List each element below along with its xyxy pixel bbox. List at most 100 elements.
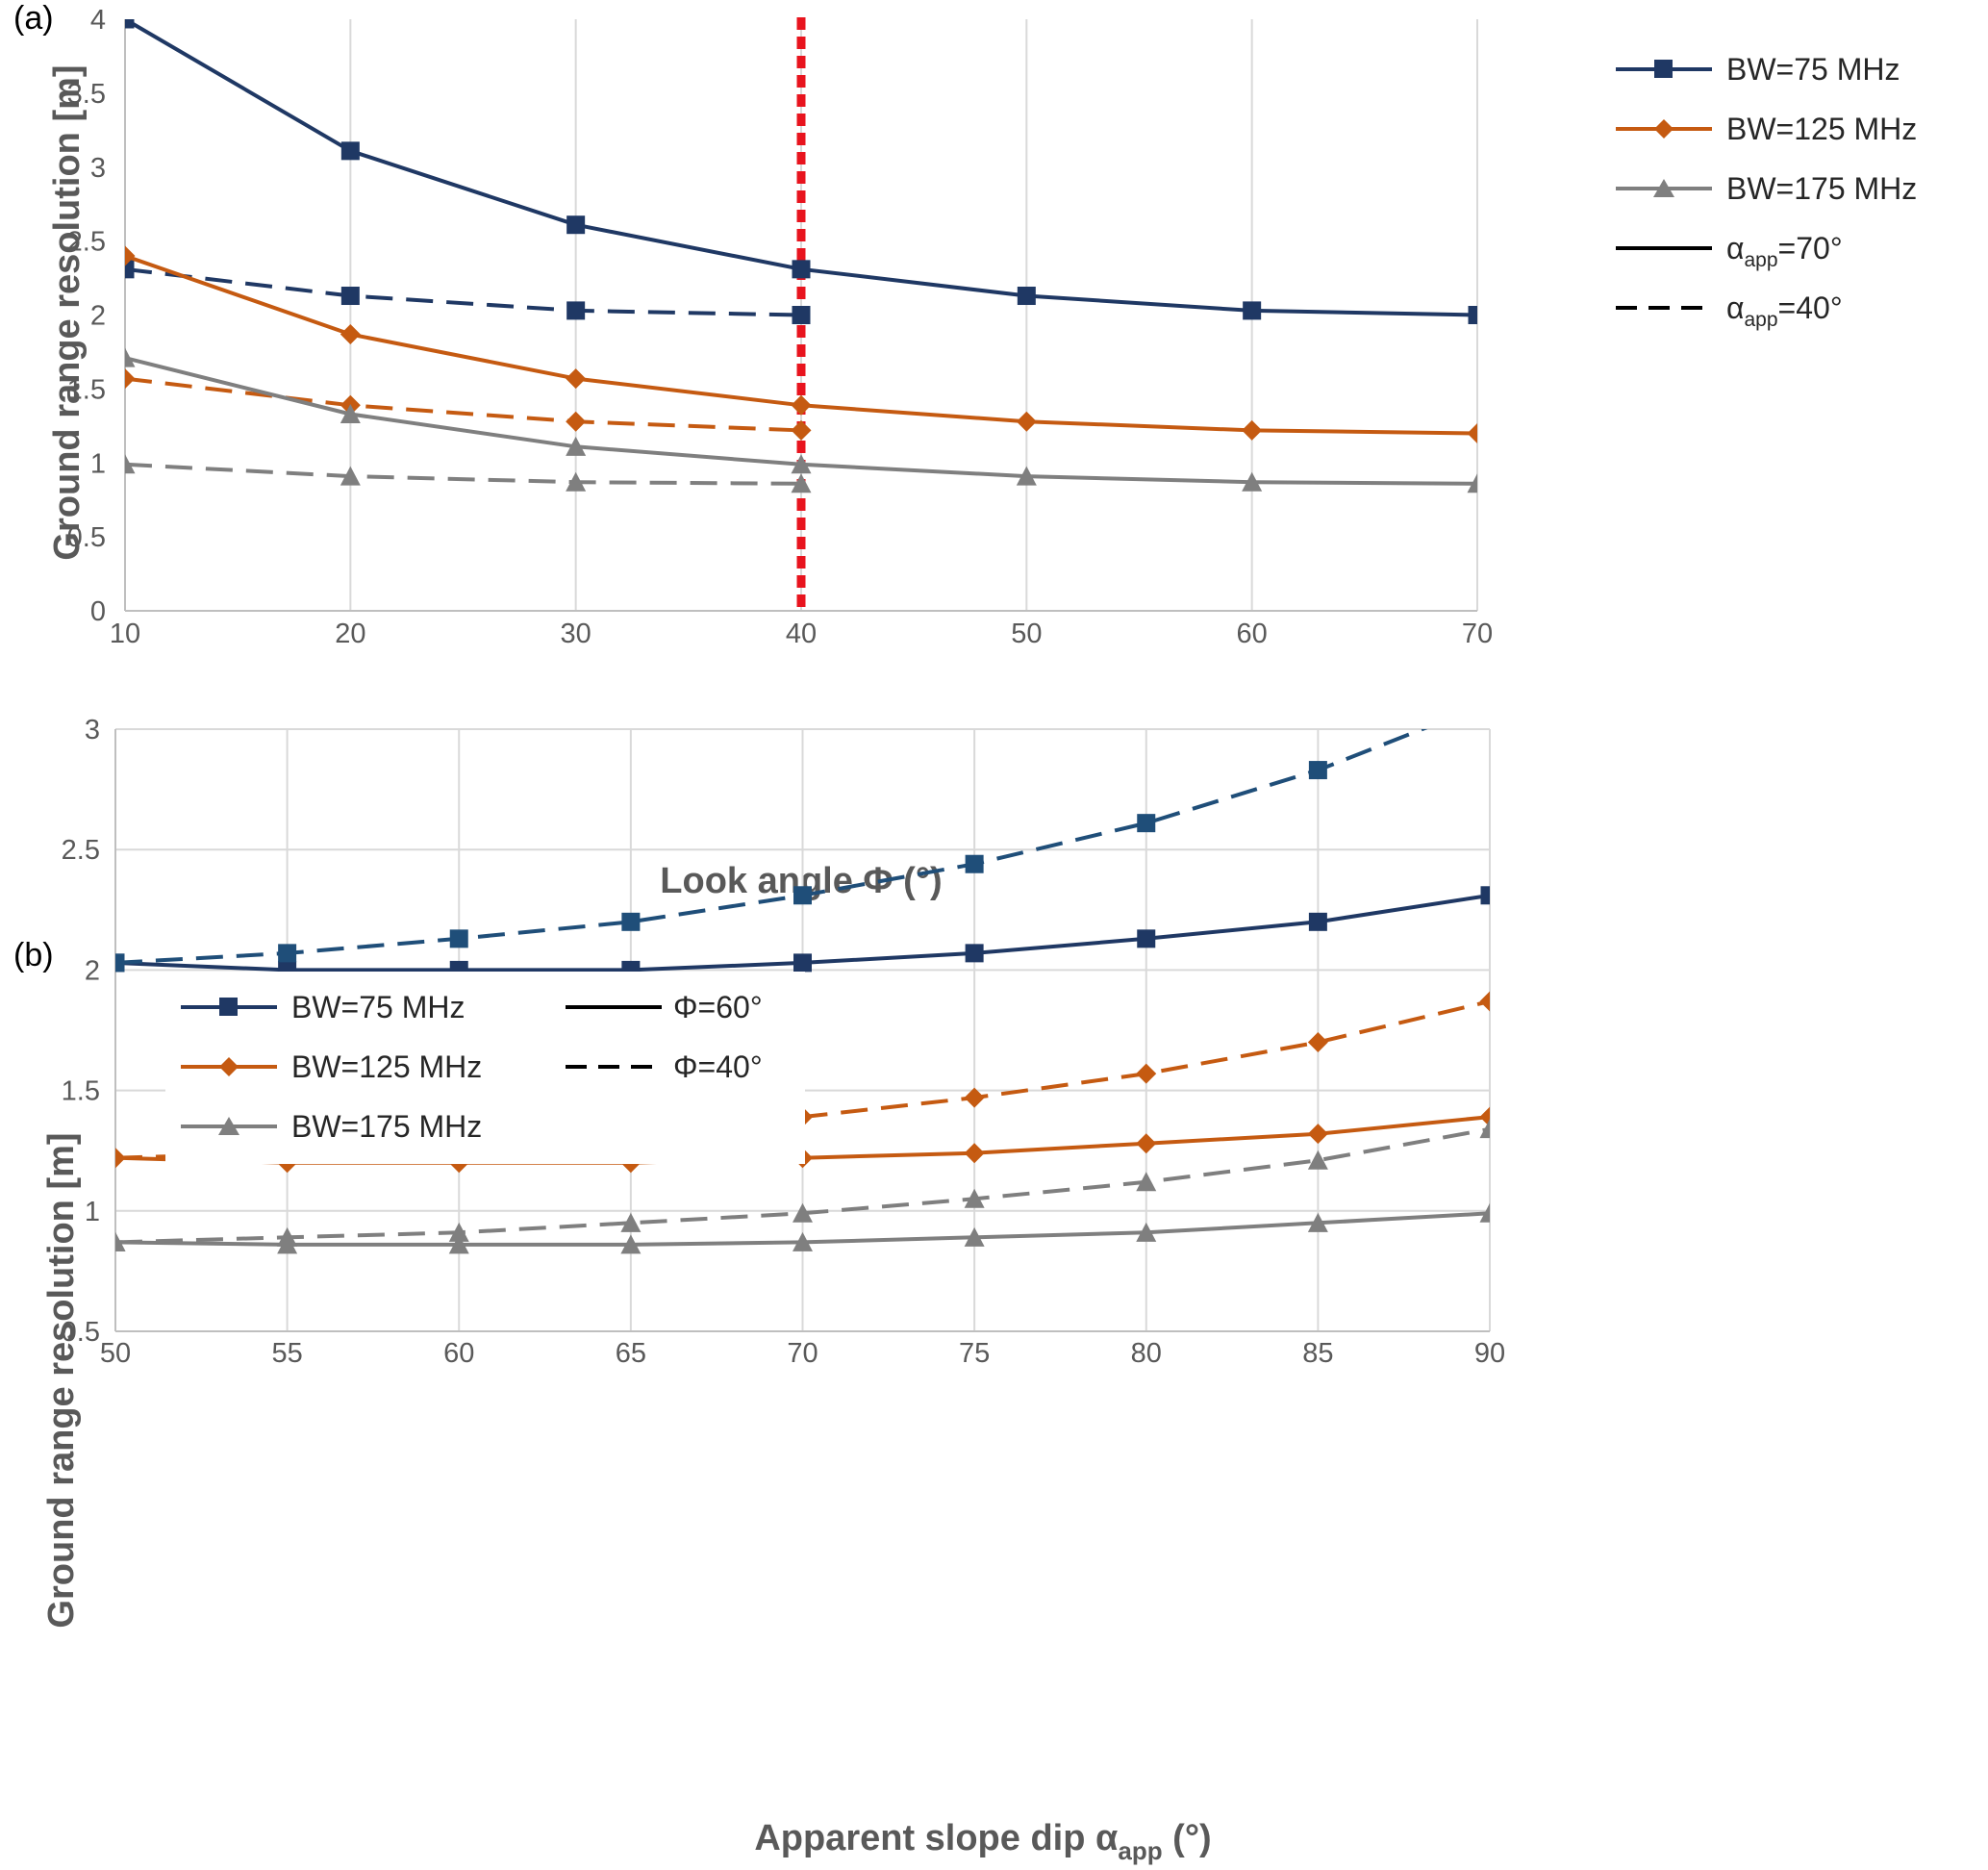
square-marker — [965, 944, 984, 963]
panel-a-legend-label-bw175: BW=175 MHz — [1726, 171, 1917, 206]
square-marker — [1137, 814, 1156, 833]
triangle-marker — [620, 1212, 642, 1232]
panel-a-legend: BW=75 MHz BW=125 MHz BW=175 MHz αapp=70°… — [1597, 33, 1962, 341]
x-tick-label: 65 — [616, 1338, 646, 1369]
triangle-marker — [1016, 466, 1037, 486]
diamond-marker — [1307, 1124, 1328, 1145]
triangle-marker — [1136, 1172, 1157, 1192]
square-marker — [965, 854, 984, 873]
square-marker — [1468, 306, 1477, 324]
triangle-marker — [1307, 1212, 1328, 1232]
y-tick-label: 3 — [85, 715, 100, 745]
panel-a-legend-label-bw75: BW=75 MHz — [1726, 52, 1900, 87]
diamond-marker — [566, 368, 587, 390]
diamond-marker — [791, 394, 812, 416]
panel-a-label: (a) — [13, 0, 54, 37]
panel-a-legend-item-alpha40: αapp=40° — [1616, 291, 1843, 331]
square-marker — [340, 141, 360, 161]
triangle-marker — [793, 1202, 813, 1223]
square-marker — [793, 953, 812, 973]
diamond-marker — [1479, 1106, 1490, 1127]
panel-a-series — [125, 19, 1477, 493]
triangle-marker — [1479, 1119, 1490, 1139]
square-marker — [1137, 929, 1156, 948]
series-5-dashed-line — [125, 462, 802, 486]
x-tick-label: 85 — [1302, 1338, 1333, 1369]
diamond-marker — [1242, 419, 1263, 441]
series-1-dashed-line — [125, 266, 802, 317]
panel-b-legend-item-phi60: Φ=60° — [566, 990, 763, 1024]
panel-b-legend-item-bw75: BW=75 MHz — [181, 990, 465, 1024]
panel-b-x-axis-title: Apparent slope dip αapp (°) — [754, 1818, 1211, 1865]
x-tick-label: 70 — [1462, 619, 1493, 649]
panel-b-legend-item-phi40: Φ=40° — [566, 1049, 763, 1084]
triangle-marker — [566, 471, 587, 492]
triangle-marker — [793, 1231, 813, 1251]
x-tick-label: 90 — [1474, 1338, 1505, 1369]
triangle-marker — [1479, 1202, 1490, 1223]
square-marker — [1480, 886, 1490, 905]
panel-a-y-tick-labels: 0 0.5 1 1.5 2 2.5 3 3.5 4 — [67, 5, 106, 627]
panel-a-y-axis-title: Ground range resolution [m] — [47, 64, 88, 560]
triangle-marker — [340, 404, 361, 424]
diamond-marker — [115, 1148, 126, 1169]
triangle-marker — [620, 1234, 642, 1254]
y-tick-label: 3 — [90, 153, 106, 184]
x-tick-label: 50 — [1011, 619, 1042, 649]
legend-diamond-marker-icon — [219, 1057, 239, 1076]
x-tick-label: 80 — [1131, 1338, 1162, 1369]
panel-b-legend-item-bw125: BW=125 MHz — [181, 1049, 482, 1084]
panel-b-legend-label-phi40: Φ=40° — [673, 1049, 763, 1084]
diamond-marker — [964, 1143, 985, 1164]
y-tick-label: 0.5 — [67, 522, 106, 553]
square-marker — [621, 912, 641, 931]
square-marker — [340, 287, 360, 306]
y-tick-label: 2 — [85, 955, 100, 986]
panel-b-legend-label-bw75: BW=75 MHz — [291, 990, 465, 1024]
y-tick-label: 0.5 — [62, 1317, 100, 1348]
diamond-marker — [125, 245, 136, 266]
panel-b-legend-label-bw125: BW=125 MHz — [291, 1049, 482, 1084]
panel-a-legend-item-bw75: BW=75 MHz — [1616, 52, 1900, 87]
triangle-marker — [791, 454, 812, 474]
y-tick-label: 2 — [90, 301, 106, 332]
square-marker — [793, 886, 812, 905]
diamond-marker — [1016, 411, 1037, 432]
panel-b-legend: BW=75 MHz BW=125 MHz BW=175 MHz Φ=60° Φ=… — [165, 972, 805, 1164]
x-tick-label: 75 — [959, 1338, 990, 1369]
triangle-marker — [1467, 473, 1477, 493]
y-tick-label: 1 — [90, 448, 106, 479]
diamond-marker — [791, 419, 812, 441]
x-tick-label: 60 — [443, 1338, 474, 1369]
triangle-marker — [791, 473, 812, 493]
x-tick-label: 60 — [1237, 619, 1268, 649]
x-tick-label: 40 — [786, 619, 817, 649]
x-tick-label: 50 — [100, 1338, 131, 1369]
legend-triangle-marker-icon — [1653, 179, 1674, 197]
diamond-marker — [125, 368, 136, 390]
panel-a-legend-label-alpha40: αapp=40° — [1726, 291, 1843, 331]
triangle-marker — [1136, 1222, 1157, 1242]
triangle-marker — [115, 1231, 126, 1251]
triangle-marker — [964, 1188, 985, 1208]
y-tick-label: 2.5 — [67, 227, 106, 258]
panel-b-axes — [114, 729, 1490, 1332]
square-marker — [792, 260, 811, 279]
series-3-dashed-line — [125, 376, 802, 433]
diamond-marker — [964, 1087, 985, 1108]
diamond-marker — [1479, 991, 1490, 1012]
panel-b-x-tick-labels: 50 55 60 65 70 75 80 85 90 — [100, 1338, 1505, 1369]
y-tick-label: 1.5 — [67, 374, 106, 405]
square-marker — [125, 260, 135, 279]
legend-square-marker-icon — [219, 998, 238, 1016]
square-marker — [792, 306, 811, 324]
panel-b-legend-label-phi60: Φ=60° — [673, 990, 763, 1024]
y-tick-label: 3.5 — [67, 79, 106, 110]
panel-a-legend-item-bw125: BW=125 MHz — [1616, 112, 1917, 146]
y-tick-label: 4 — [90, 5, 106, 36]
triangle-marker — [448, 1222, 469, 1242]
square-marker — [125, 19, 135, 29]
triangle-marker — [125, 347, 136, 367]
square-marker — [1243, 301, 1262, 320]
